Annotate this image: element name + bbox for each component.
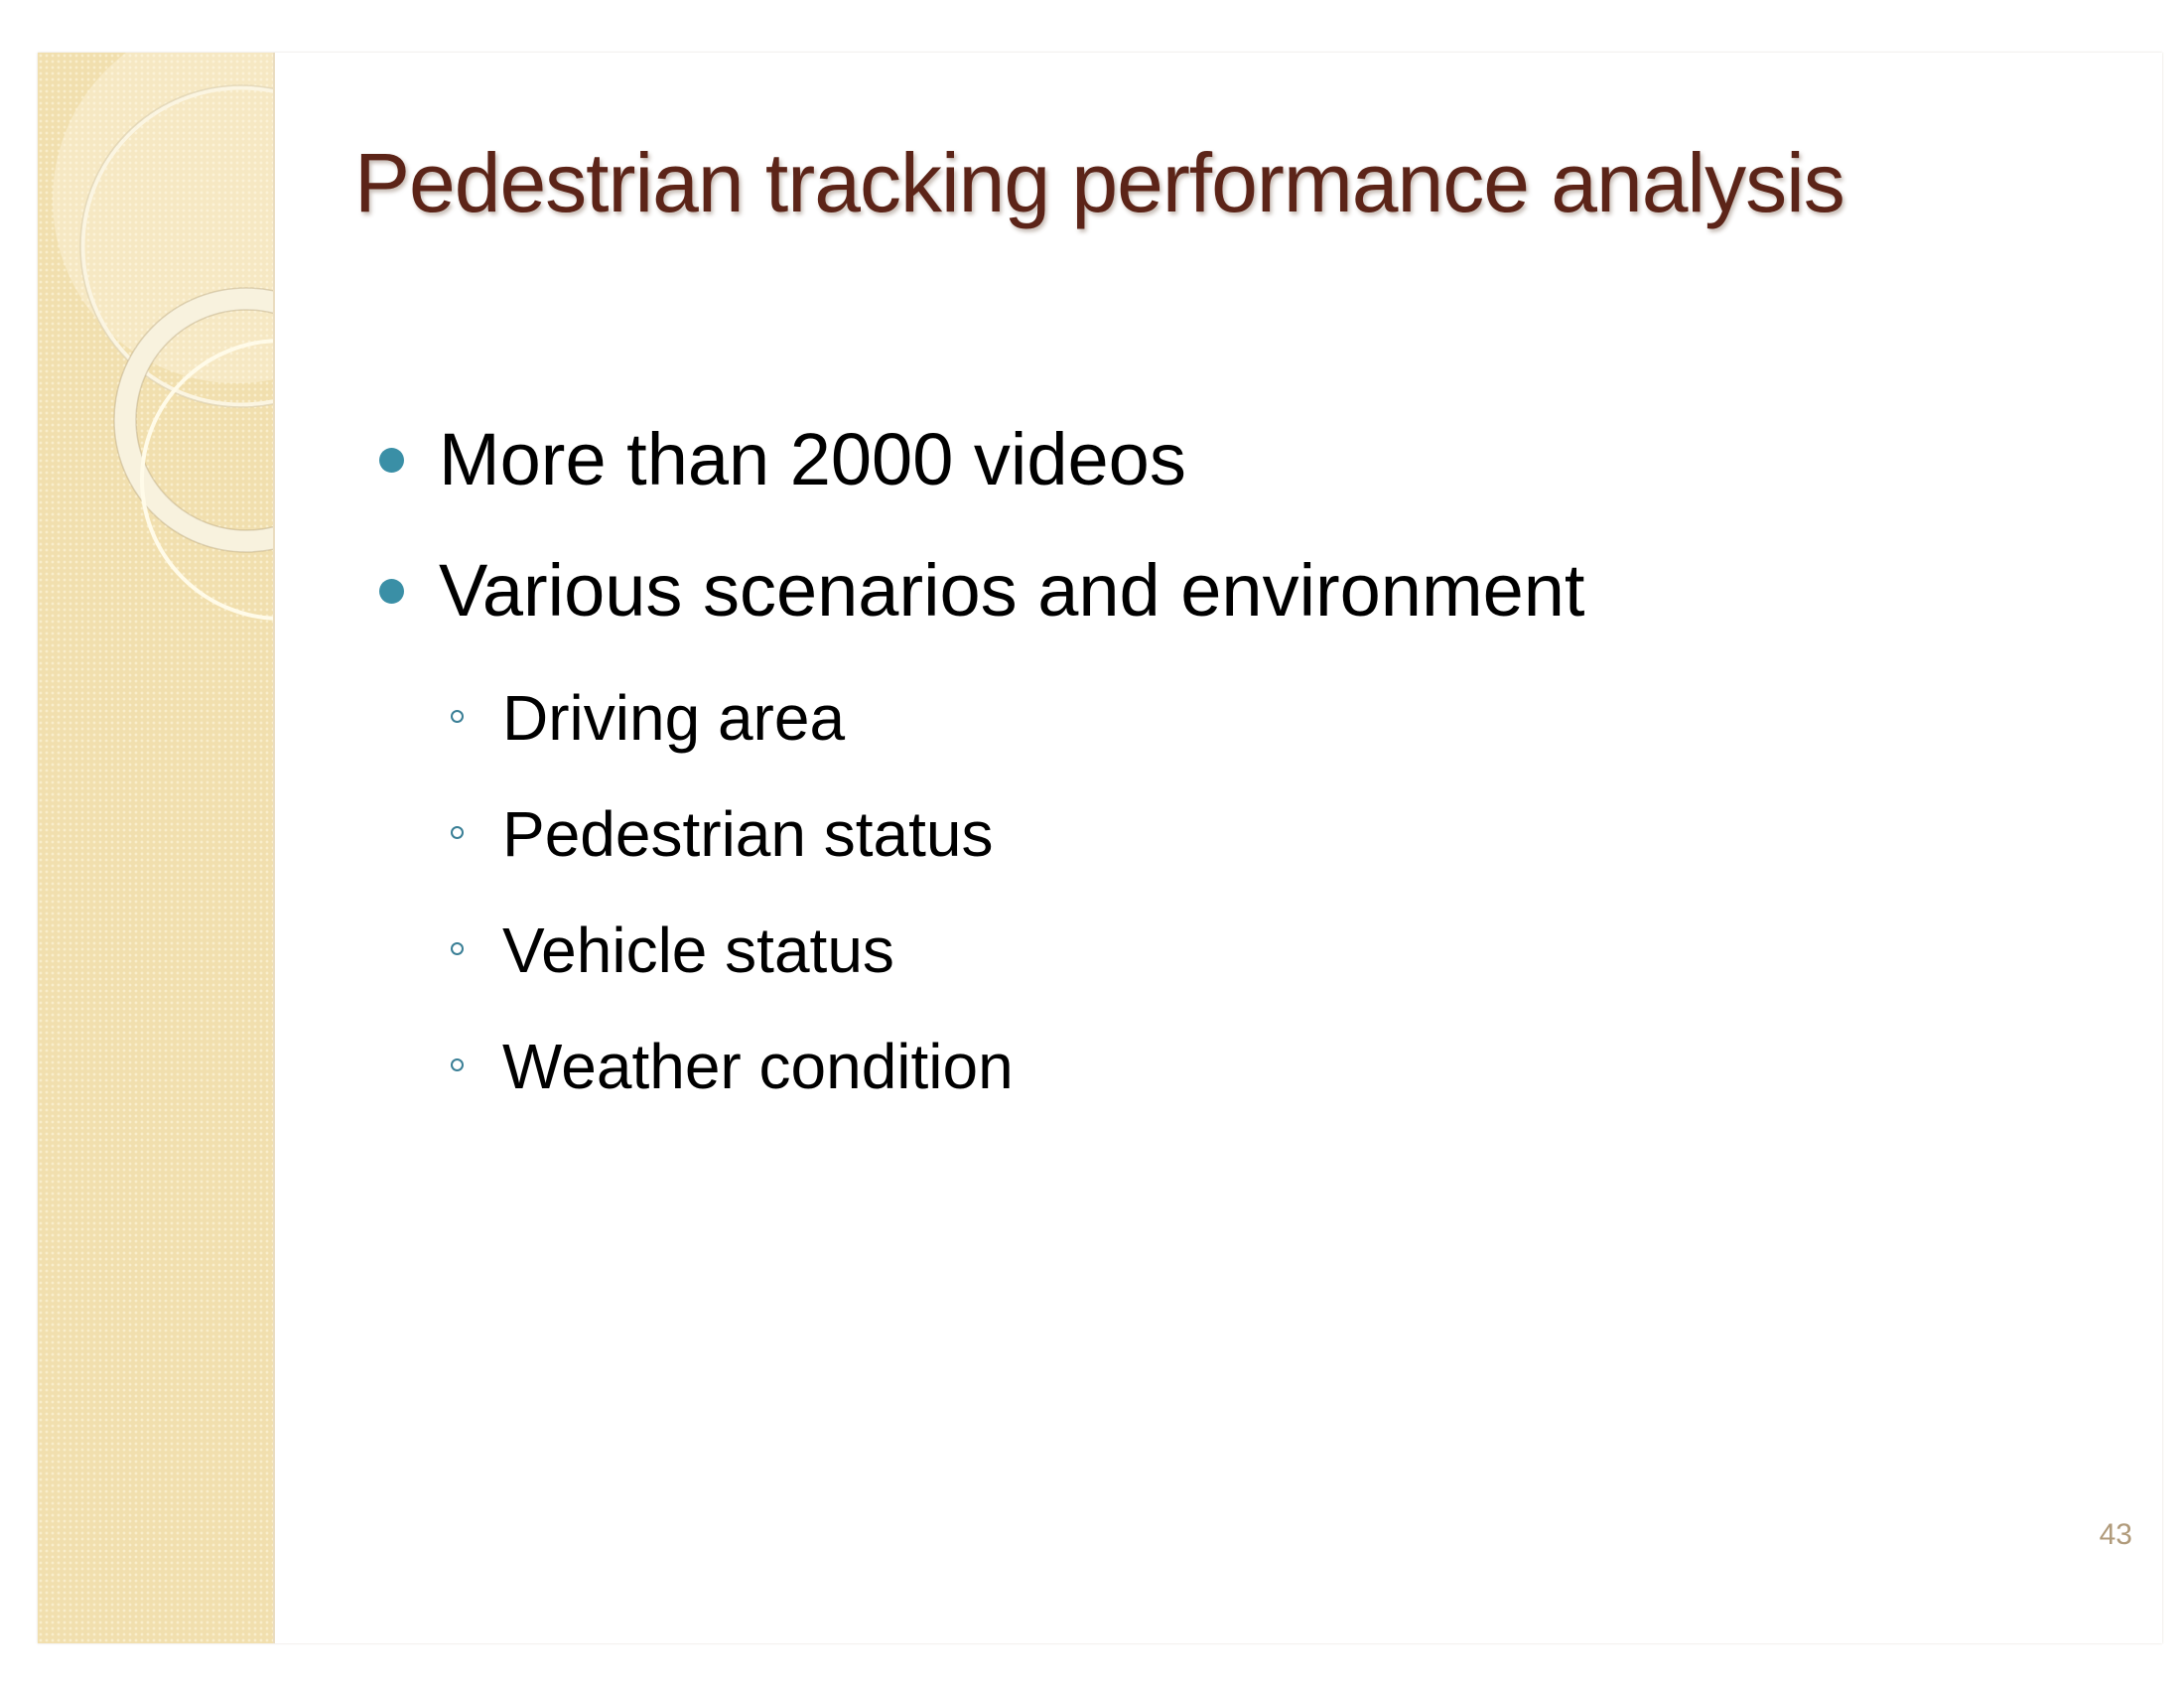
slide-title: Pedestrian tracking performance analysis — [354, 136, 1845, 229]
bullet-dot-icon — [379, 579, 404, 604]
sub-bullet-ring-icon — [451, 942, 464, 955]
sub-bullet-ring-icon — [451, 710, 464, 723]
sub-bullet-ring-icon — [451, 826, 464, 839]
decorative-sidebar — [38, 53, 275, 1643]
sub-bullet-text: Pedestrian status — [502, 798, 994, 870]
page-number: 43 — [2099, 1518, 2132, 1551]
bullet-text: Various scenarios and environment — [439, 549, 1585, 632]
sub-bullet-ring-icon — [451, 1058, 464, 1071]
bullet-text: More than 2000 videos — [439, 418, 1186, 500]
slide — [38, 53, 2162, 1643]
bullet-dot-icon — [379, 448, 404, 473]
slide-content — [38, 53, 2162, 1643]
decorative-rings-icon — [53, 53, 273, 621]
sub-bullet-text: Driving area — [502, 682, 846, 754]
sub-bullet-text: Weather condition — [502, 1031, 1014, 1102]
sub-bullet-text: Vehicle status — [502, 914, 894, 986]
